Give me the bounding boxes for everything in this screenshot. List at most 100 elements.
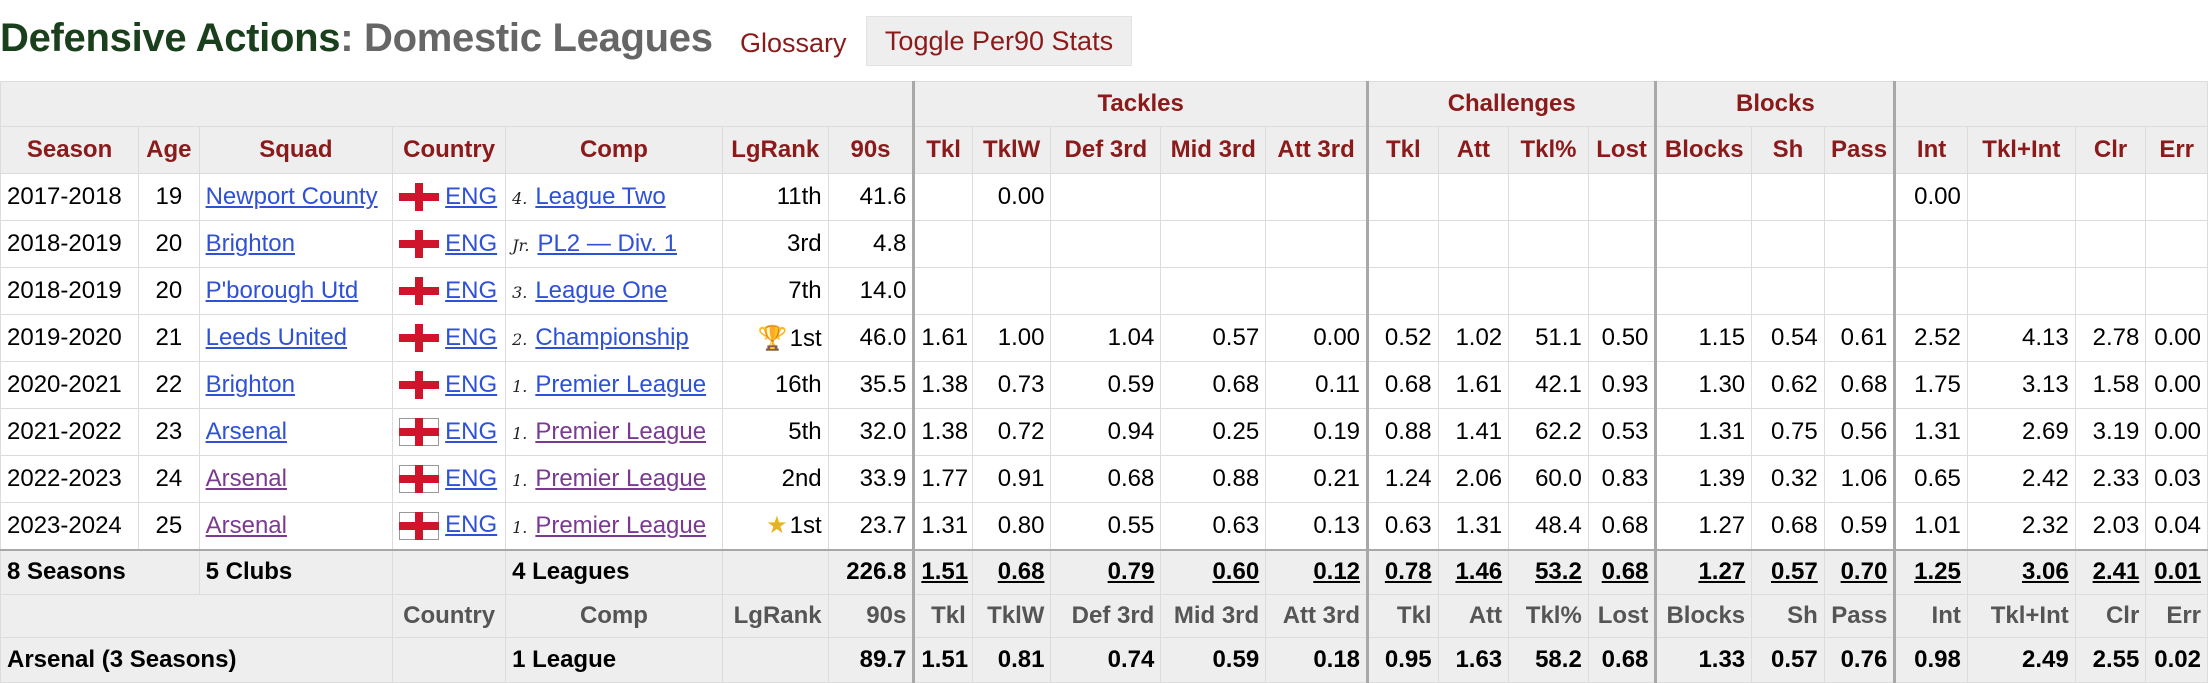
squad-link[interactable]: Arsenal bbox=[205, 418, 287, 445]
summary-stat-value[interactable]: 0.57 bbox=[1771, 558, 1818, 586]
column-header[interactable]: Age bbox=[138, 126, 200, 174]
country-link[interactable]: ENG bbox=[445, 511, 498, 539]
squad-link[interactable]: Brighton bbox=[205, 230, 295, 257]
comp-link[interactable]: PL2 — Div. 1 bbox=[537, 230, 678, 257]
stat-cell: 3.19 bbox=[2074, 408, 2147, 456]
stat-cell bbox=[1654, 173, 1753, 221]
column-header[interactable]: Squad bbox=[198, 126, 394, 174]
summary-stat-value[interactable]: 0.60 bbox=[1212, 558, 1260, 586]
stat-cell: 1.61 bbox=[1437, 361, 1510, 409]
stat-cell bbox=[1823, 267, 1896, 315]
page-subtitle: : Domestic Leagues bbox=[340, 16, 713, 60]
column-header[interactable]: Mid 3rd bbox=[1160, 126, 1267, 174]
summary-header-cell: Att 3rd bbox=[1265, 594, 1369, 638]
summary-header-cell: Mid 3rd bbox=[1160, 594, 1267, 638]
column-header[interactable]: Pass bbox=[1823, 126, 1896, 174]
column-header[interactable]: Lost bbox=[1587, 126, 1657, 174]
club-summary-stat-cell: 0.57 bbox=[1751, 637, 1825, 683]
toggle-per90-button[interactable]: Toggle Per90 Stats bbox=[866, 16, 1132, 66]
column-header[interactable]: Att 3rd bbox=[1265, 126, 1369, 174]
stat-cell: 2.06 bbox=[1437, 455, 1510, 503]
column-header[interactable]: Sh bbox=[1751, 126, 1825, 174]
comp-link[interactable]: Premier League bbox=[535, 511, 707, 539]
summary-stat-value[interactable]: 0.01 bbox=[2154, 558, 2201, 586]
stat-cell bbox=[971, 220, 1052, 268]
stat-cell: 0.83 bbox=[1587, 455, 1657, 503]
club-summary-stat-cell: 0.59 bbox=[1160, 637, 1267, 683]
column-header[interactable]: Tkl+Int bbox=[1966, 126, 2076, 174]
squad-link[interactable]: Leeds United bbox=[205, 324, 348, 351]
stat-cell bbox=[912, 220, 973, 268]
column-header[interactable]: Clr bbox=[2074, 126, 2147, 174]
comp-link[interactable]: Premier League bbox=[535, 371, 707, 398]
column-header[interactable]: Season bbox=[0, 126, 140, 174]
summary-stat-value[interactable]: 3.06 bbox=[2022, 558, 2069, 586]
column-header[interactable]: Tkl bbox=[1366, 126, 1439, 174]
column-header[interactable]: Tkl% bbox=[1508, 126, 1589, 174]
summary-header-cell: Sh bbox=[1751, 594, 1825, 638]
column-header[interactable]: Att bbox=[1437, 126, 1510, 174]
summary-stat-value[interactable]: 0.78 bbox=[1384, 558, 1432, 586]
column-header[interactable]: Err bbox=[2145, 126, 2208, 174]
stat-cell: 0.68 bbox=[1751, 502, 1825, 550]
summary-stat-value[interactable]: 1.51 bbox=[921, 558, 969, 586]
summary-stat-cell: 0.57 bbox=[1751, 548, 1825, 595]
country-link[interactable]: ENG bbox=[445, 464, 498, 492]
country-link[interactable]: ENG bbox=[445, 276, 498, 304]
squad-cell: P'borough Utd bbox=[198, 267, 394, 315]
summary-stat-cell: 0.68 bbox=[1587, 548, 1657, 595]
club-summary-stat-cell: 1.51 bbox=[912, 637, 973, 683]
column-header[interactable]: LgRank bbox=[721, 126, 829, 174]
summary-stat-value[interactable]: 0.12 bbox=[1313, 558, 1361, 586]
table-row: 2018-2019 20 P'borough Utd ENG 3. League One 7… bbox=[0, 267, 2208, 315]
season-cell: 2017-2018 bbox=[0, 173, 140, 221]
column-header[interactable]: Def 3rd bbox=[1050, 126, 1162, 174]
squad-link[interactable]: Brighton bbox=[205, 371, 295, 398]
squad-link[interactable]: Arsenal bbox=[205, 511, 287, 539]
column-header[interactable]: Comp bbox=[505, 126, 723, 174]
squad-link[interactable]: P'borough Utd bbox=[205, 277, 359, 304]
stat-cell: 0.75 bbox=[1751, 408, 1825, 456]
glossary-link[interactable]: Glossary bbox=[740, 28, 847, 58]
summary-stat-value[interactable]: 1.25 bbox=[1914, 558, 1961, 586]
summary-stat-value[interactable]: 0.68 bbox=[997, 558, 1045, 586]
country-link[interactable]: ENG bbox=[445, 323, 498, 351]
comp-link[interactable]: Championship bbox=[535, 324, 689, 351]
country-link[interactable]: ENG bbox=[445, 229, 498, 257]
column-header[interactable]: 90s bbox=[827, 126, 915, 174]
column-header[interactable]: Int bbox=[1893, 126, 1968, 174]
stat-cell: 0.11 bbox=[1265, 361, 1369, 409]
summary-stat-value[interactable]: 1.46 bbox=[1455, 558, 1503, 586]
comp-link[interactable]: League Two bbox=[535, 183, 666, 210]
summary-stat-value[interactable]: 0.79 bbox=[1107, 558, 1155, 586]
column-header[interactable]: Country bbox=[392, 126, 507, 174]
column-header[interactable]: Blocks bbox=[1654, 126, 1753, 174]
summary-stat-value[interactable]: 0.70 bbox=[1840, 558, 1888, 586]
squad-cell: Arsenal bbox=[198, 502, 394, 550]
age-cell: 22 bbox=[138, 361, 200, 409]
squad-link[interactable]: Newport County bbox=[205, 183, 378, 210]
club-summary-label: Arsenal (3 Seasons) bbox=[0, 637, 394, 683]
country-link[interactable]: ENG bbox=[445, 417, 498, 445]
summary-stat-value[interactable]: 1.27 bbox=[1698, 558, 1746, 586]
club-summary-stat-cell: 0.74 bbox=[1050, 637, 1162, 683]
season-cell: 2020-2021 bbox=[0, 361, 140, 409]
squad-link[interactable]: Arsenal bbox=[205, 465, 287, 492]
stat-cell: 62.2 bbox=[1508, 408, 1589, 456]
stat-cell: 0.52 bbox=[1366, 314, 1439, 362]
comp-link[interactable]: League One bbox=[535, 277, 668, 304]
comp-link[interactable]: Premier League bbox=[535, 465, 707, 492]
summary-stat-value[interactable]: 0.68 bbox=[1601, 558, 1649, 586]
stat-cell: 2.33 bbox=[2074, 455, 2147, 503]
stat-cell bbox=[1366, 220, 1439, 268]
stat-cell bbox=[1366, 173, 1439, 221]
country-link[interactable]: ENG bbox=[445, 182, 498, 210]
column-header[interactable]: Tkl bbox=[912, 126, 973, 174]
england-flag-icon bbox=[399, 371, 440, 400]
season-cell: 2019-2020 bbox=[0, 314, 140, 362]
comp-link[interactable]: Premier League bbox=[535, 418, 707, 445]
summary-stat-value[interactable]: 2.41 bbox=[2092, 558, 2140, 586]
column-header[interactable]: TklW bbox=[971, 126, 1052, 174]
country-link[interactable]: ENG bbox=[445, 370, 498, 398]
summary-stat-value[interactable]: 53.2 bbox=[1535, 558, 1582, 586]
